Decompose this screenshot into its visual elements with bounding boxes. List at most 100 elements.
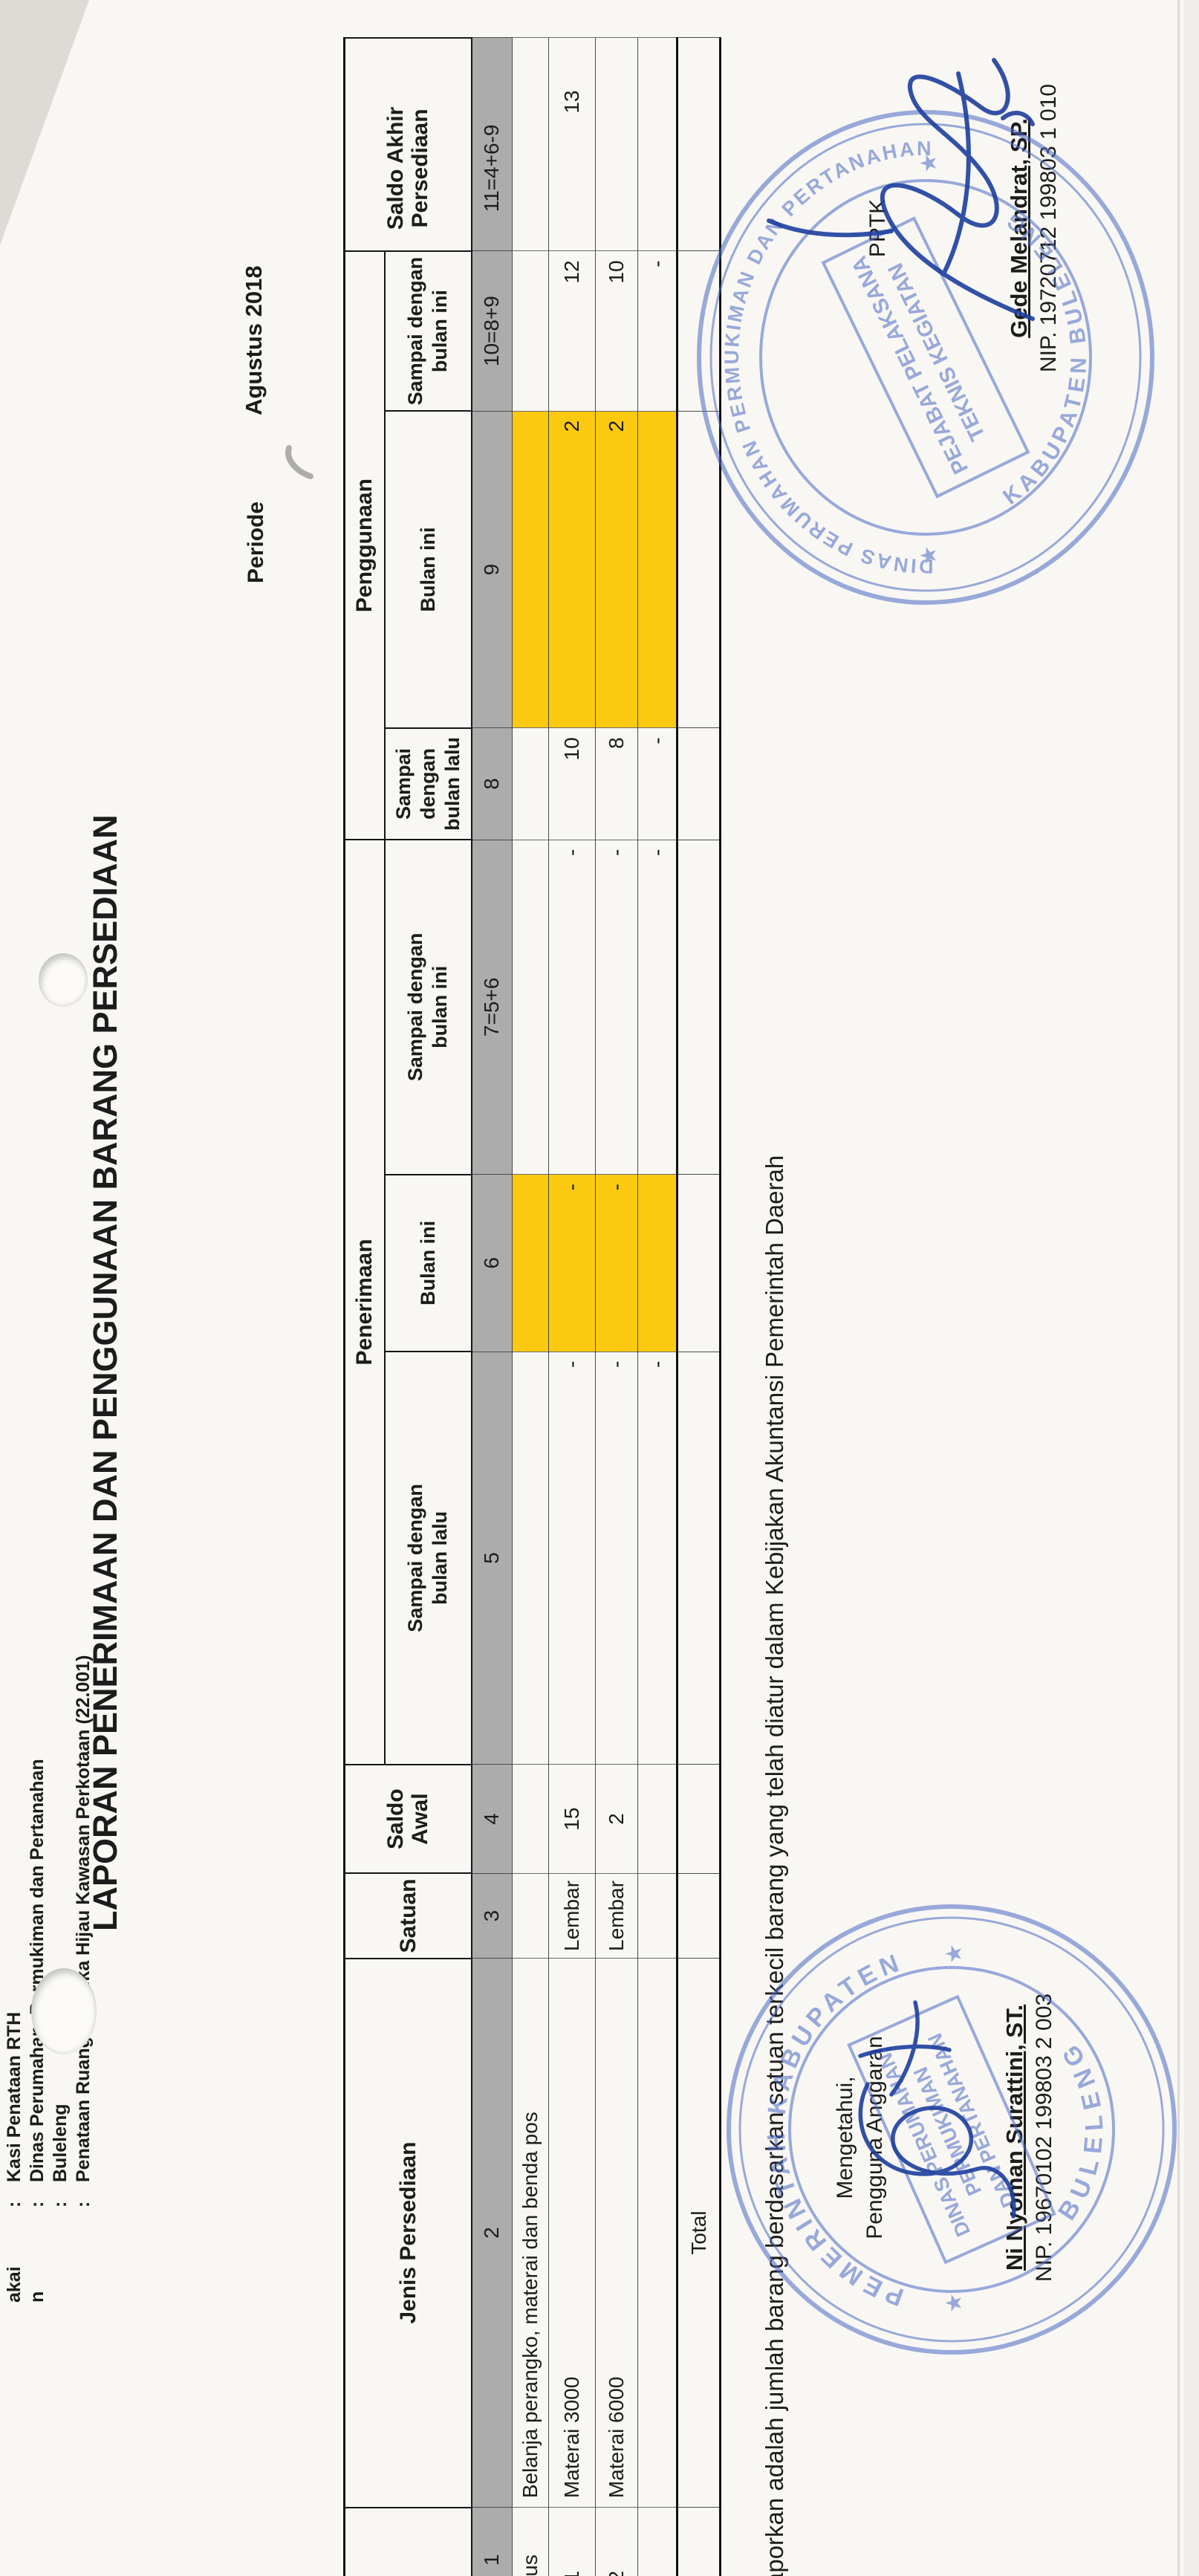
- section-c8: [512, 727, 549, 840]
- num-c9: 9: [471, 411, 513, 728]
- section-c11: [512, 38, 549, 251]
- r2-penggunaan-ini: 2: [595, 411, 638, 728]
- r3-penerimaan-sd: -: [637, 840, 678, 1175]
- r1-saldo-akhir: 13: [548, 38, 596, 251]
- total-c6: [677, 1174, 721, 1352]
- r2-penerimaan-lalu: -: [595, 1352, 638, 1765]
- paper-crease-line: [1177, 0, 1180, 2576]
- hdr-penggunaan-sd-ini: Sampai dengan bulan ini: [384, 250, 472, 412]
- r3-name: [637, 1958, 678, 2508]
- r2-saldo-awal: 2: [595, 1764, 638, 1874]
- num-c2: 2: [471, 1958, 513, 2508]
- r3-penggunaan-ini: [637, 411, 678, 728]
- info-label-fragment: [72, 2207, 95, 2303]
- r3-penggunaan-sd: -: [637, 250, 678, 412]
- hdr-saldo-akhir-line2: Persediaan: [408, 108, 433, 228]
- section-c5: [512, 1352, 549, 1765]
- num-c5: 5: [471, 1352, 513, 1765]
- hdr-text: bulan lalu: [441, 737, 464, 831]
- r2-penerimaan-sd: -: [595, 840, 638, 1175]
- pencil-tick-mark: [285, 445, 313, 479]
- rubber-stamp-right: DINAS PERUMAHAN PERMUKIMAN DAN PERTANAHA…: [697, 110, 1154, 605]
- stamp-left-star-left: ★: [942, 2293, 966, 2313]
- info-colon: :: [73, 2201, 94, 2207]
- r1-no: 1: [548, 2507, 596, 2576]
- hdr-text: bulan ini: [429, 290, 451, 373]
- punch-hole-right: [39, 953, 88, 1007]
- r2-penggunaan-sd: 10: [595, 250, 638, 412]
- paper-edge-band: [1184, 0, 1199, 2576]
- stamp-right-star-left: ★: [917, 545, 941, 565]
- num-c7: 7=5+6: [471, 840, 513, 1175]
- section-c10: [512, 250, 549, 412]
- periode-label: Periode: [244, 501, 268, 583]
- r3-satuan: [637, 1873, 678, 1959]
- r1-penerimaan-sd: -: [548, 840, 596, 1175]
- r1-penggunaan-sd: 12: [548, 250, 596, 412]
- r2-no: 2: [595, 2507, 638, 2576]
- hdr-saldo-akhir-line1: Saldo Akhir: [383, 106, 409, 230]
- page-title: LAPORAN PENERIMAAN DAN PENGGUNAAN BARANG…: [86, 814, 124, 1931]
- num-c6: 6: [471, 1174, 513, 1352]
- r2-penggunaan-lalu: 8: [595, 727, 638, 840]
- r3-saldo-akhir: [637, 38, 678, 251]
- info-colon: :: [27, 2201, 48, 2207]
- section-saldo-awal: [512, 1764, 549, 1874]
- num-c11: 11=4+6-9: [471, 38, 513, 251]
- info-colon: :: [4, 2201, 25, 2207]
- table-row-empty: - - - -: [637, 38, 678, 2576]
- total-no: [677, 2507, 721, 2576]
- r2-name: Materai 6000: [595, 1958, 638, 2508]
- inventory-report-table: Jenis Persediaan Satuan Saldo Awal Pener…: [343, 37, 721, 2576]
- hdr-penerimaan-sd-lalu: Sampai dengan bulan lalu: [384, 1352, 472, 1765]
- r1-penggunaan-lalu: 10: [548, 727, 596, 840]
- section-c9: [512, 411, 549, 728]
- r1-penerimaan-ini: -: [548, 1174, 596, 1352]
- group-header-row: Jenis Persediaan Satuan Saldo Awal Pener…: [344, 38, 472, 2576]
- section-satuan: [512, 1873, 549, 1959]
- r1-penerimaan-lalu: -: [548, 1352, 596, 1765]
- punch-hole-left: [31, 1968, 97, 2054]
- r3-penerimaan-ini: [637, 1174, 678, 1352]
- section-c7: [512, 840, 549, 1175]
- numbering-row: 1 2 3 4 5 6 7=5+6 8 9 10=8+9 11=4+6-9: [471, 38, 513, 2576]
- info-label-fragment: akai: [4, 2266, 25, 2303]
- handwritten-signature-left: [858, 2000, 1016, 2219]
- r1-name: Materai 3000: [548, 1958, 596, 2508]
- num-c1: 1: [471, 2507, 513, 2576]
- hdr-text: bulan ini: [429, 965, 451, 1048]
- hdr-saldo-akhir: Saldo Akhir Persediaan: [344, 38, 472, 251]
- num-c8: 8: [471, 727, 513, 840]
- hdr-text: Sampai dengan: [391, 747, 439, 820]
- hdr-text: bulan lalu: [429, 1511, 451, 1605]
- hdr-jenis-persediaan: Jenis Persediaan: [344, 1958, 472, 2508]
- info-line-pemakai: akai : Kasi Penataan RTH: [3, 1655, 26, 2303]
- table-row: 2 Materai 6000 Lembar 2 - - - 8 2 10: [595, 38, 638, 2576]
- info-label-fragment: [49, 2207, 72, 2303]
- r3-no: [637, 2507, 678, 2576]
- hdr-satuan: Satuan: [344, 1873, 472, 1959]
- r1-saldo-awal: 15: [548, 1764, 596, 1874]
- info-value-kabupaten: Buleleng: [50, 2103, 71, 2182]
- hdr-text: Sampai dengan: [404, 932, 426, 1082]
- r2-satuan: Lembar: [595, 1873, 638, 1959]
- r3-saldo-awal: [637, 1764, 678, 1874]
- info-value-pemakai: Kasi Penataan RTH: [4, 2011, 25, 2182]
- total-c8: [677, 727, 721, 840]
- total-saldo-awal: [677, 1764, 721, 1874]
- section-name: Belanja perangko, materai dan benda pos: [512, 1958, 549, 2508]
- r2-saldo-akhir: [595, 38, 638, 251]
- periode-value: Agustus 2018: [241, 265, 267, 415]
- r1-penggunaan-ini: 2: [548, 411, 596, 728]
- group-penerimaan: Penerimaan: [344, 840, 385, 1765]
- section-row: tus Belanja perangko, materai dan benda …: [512, 38, 549, 2576]
- r3-penggunaan-lalu: -: [637, 727, 678, 840]
- hdr-saldo-awal: Saldo Awal: [344, 1764, 472, 1874]
- info-label-fragment: n: [27, 2291, 48, 2303]
- total-c7: [677, 840, 721, 1175]
- total-c5: [677, 1352, 721, 1765]
- num-c4: 4: [471, 1764, 513, 1874]
- hdr-penerimaan-bulan-ini: Bulan ini: [384, 1174, 472, 1352]
- r1-satuan: Lembar: [548, 1873, 596, 1959]
